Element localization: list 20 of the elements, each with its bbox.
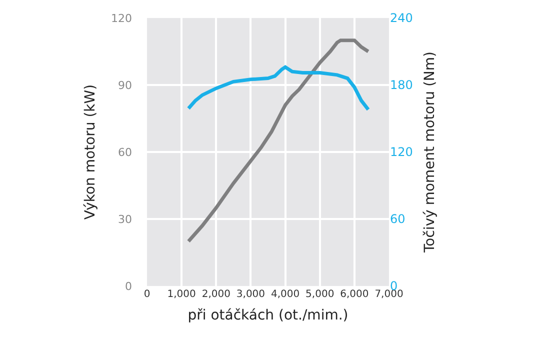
x-tick-label: 3,000 — [236, 289, 266, 300]
x-tick-label: 5,000 — [306, 289, 334, 300]
x-tick-label: 4,000 — [270, 289, 300, 300]
y2-axis-title: Točivý moment motoru (Nm) — [422, 52, 438, 254]
y-tick-label: 30 — [118, 212, 132, 226]
y2-tick-label: 120 — [390, 145, 413, 160]
x-tick-label: 0 — [144, 289, 150, 300]
y-tick-label: 60 — [118, 146, 132, 159]
y-tick-label: 120 — [111, 12, 132, 25]
y-tick-label: 90 — [118, 78, 132, 92]
y2-tick-label: 180 — [390, 78, 413, 92]
y2-tick-label: 240 — [390, 11, 413, 26]
line-series — [186, 38, 370, 244]
x-tick-label: 6,000 — [340, 289, 369, 300]
x-tick-label: 1,000 — [167, 289, 196, 300]
y2-tick-label: 60 — [390, 212, 406, 226]
y-axis-title: Výkon motoru (kW) — [82, 84, 99, 220]
x-tick-label: 2,000 — [202, 289, 230, 300]
x-axis-title: při otáčkách (ot./mim.) — [188, 307, 348, 324]
line-series — [186, 65, 370, 112]
